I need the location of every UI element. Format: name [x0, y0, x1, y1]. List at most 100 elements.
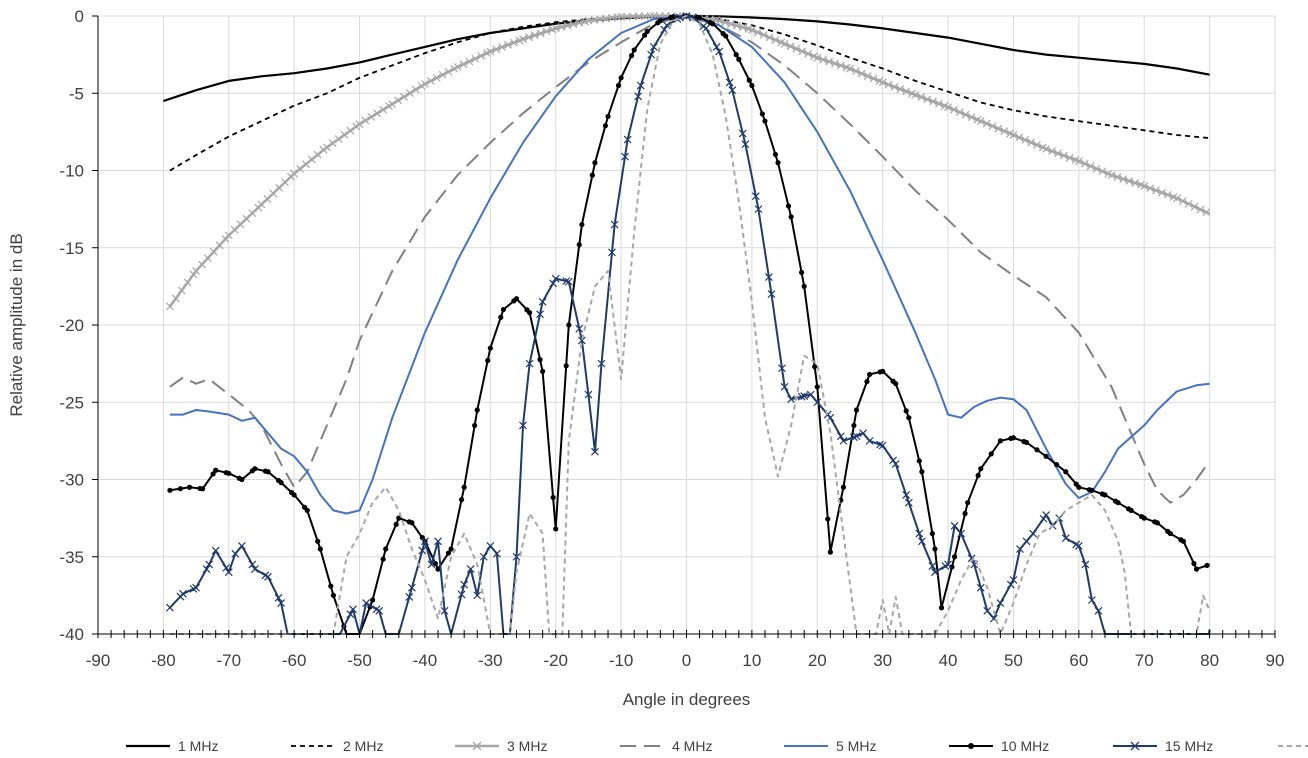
- data-point: [487, 345, 493, 351]
- data-point: [617, 12, 626, 21]
- data-point: [296, 164, 304, 173]
- data-point: [929, 97, 937, 106]
- data-point: [166, 603, 174, 612]
- data-point: [317, 546, 323, 552]
- data-point: [988, 122, 997, 130]
- data-point: [419, 534, 425, 541]
- data-point: [322, 143, 331, 152]
- data-point: [435, 566, 441, 572]
- legend-label: 3 MHz: [507, 738, 547, 754]
- data-point: [813, 53, 822, 62]
- series-line: [169, 15, 1211, 635]
- data-point: [492, 45, 501, 54]
- data-point: [710, 21, 716, 27]
- data-point: [313, 150, 322, 159]
- data-point: [349, 605, 357, 614]
- data-point: [575, 18, 584, 27]
- data-point: [732, 21, 741, 30]
- data-point: [896, 85, 905, 94]
- data-point: [836, 61, 845, 70]
- data-point: [1076, 484, 1082, 490]
- data-point: [465, 57, 474, 66]
- data-point: [869, 74, 878, 83]
- data-point: [902, 491, 911, 499]
- data-point: [1092, 164, 1101, 173]
- tick-labels: -90 -80 -70 -60 -50 -40 -30 -20 -10 0 10 20 30 40 50 60…: [59, 7, 1284, 670]
- data-point: [613, 13, 622, 22]
- data-point: [806, 390, 815, 399]
- data-point: [712, 42, 721, 51]
- data-point: [551, 274, 560, 283]
- data-point: [1065, 153, 1074, 162]
- data-point: [944, 103, 952, 112]
- x-tick-label: -70: [216, 651, 241, 670]
- data-point: [932, 546, 938, 552]
- data-point: [291, 492, 297, 498]
- data-point: [1152, 186, 1160, 195]
- data-point: [526, 310, 533, 316]
- x-tick-label: -40: [413, 651, 438, 670]
- data-point: [911, 90, 920, 99]
- data-point: [1193, 566, 1200, 572]
- data-point: [579, 221, 585, 228]
- data-point: [302, 160, 310, 169]
- data-point: [657, 18, 663, 24]
- data-point: [1006, 580, 1015, 589]
- data-point: [474, 407, 480, 413]
- legend-label: 5 MHz: [836, 738, 876, 754]
- data-point: [210, 471, 216, 477]
- data-point: [649, 42, 658, 51]
- data-point: [747, 25, 756, 34]
- data-point: [670, 14, 677, 20]
- data-point: [891, 460, 900, 468]
- data-point: [866, 371, 873, 378]
- data-point: [485, 357, 491, 364]
- data-point: [988, 451, 994, 457]
- data-point: [226, 470, 232, 476]
- x-tick-label: 80: [1200, 651, 1219, 670]
- data-point: [788, 214, 794, 220]
- data-point: [1154, 520, 1160, 526]
- data-point: [407, 583, 416, 592]
- data-point: [498, 43, 507, 52]
- data-point: [916, 458, 922, 464]
- data-point: [775, 160, 781, 166]
- data-point: [549, 279, 558, 288]
- data-point: [426, 76, 435, 85]
- data-point: [967, 554, 976, 563]
- data-point: [884, 80, 893, 89]
- x-tick-label: -90: [86, 651, 111, 670]
- data-point: [248, 560, 257, 569]
- series-2-mhz: [169, 15, 1210, 172]
- data-point: [608, 248, 616, 257]
- data-point: [962, 510, 968, 517]
- data-point: [736, 56, 742, 62]
- data-point: [825, 57, 833, 66]
- data-point: [328, 139, 337, 148]
- legend-label: 2 MHz: [343, 738, 383, 754]
- data-point: [1190, 202, 1199, 211]
- data-point: [277, 599, 286, 608]
- data-point: [1204, 562, 1210, 569]
- data-point: [307, 155, 316, 164]
- data-point: [440, 606, 449, 615]
- data-point: [1184, 199, 1193, 208]
- data-point: [621, 152, 629, 161]
- data-point: [1053, 149, 1062, 158]
- data-point: [812, 364, 818, 370]
- data-point: [448, 546, 454, 552]
- data-point: [702, 24, 711, 33]
- data-point: [1115, 500, 1121, 506]
- y-tick-label: -30: [59, 471, 84, 490]
- data-point: [1107, 171, 1116, 180]
- data-point: [189, 270, 198, 279]
- x-tick-label: -20: [543, 651, 568, 670]
- data-point: [762, 118, 768, 124]
- data-point: [610, 220, 619, 229]
- data-point: [1074, 157, 1083, 166]
- data-point: [1163, 190, 1172, 199]
- data-point: [798, 269, 805, 276]
- data-point: [759, 111, 765, 117]
- data-point: [192, 267, 201, 275]
- data-point: [889, 456, 898, 465]
